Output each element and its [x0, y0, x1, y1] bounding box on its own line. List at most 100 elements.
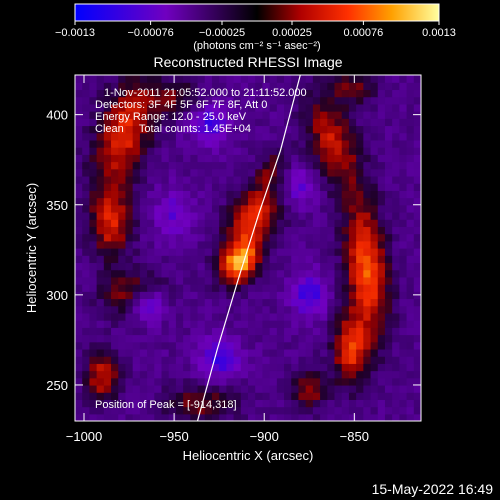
heatmap-cell: [356, 370, 364, 379]
heatmap-cell: [211, 413, 220, 421]
heatmap-cell: [168, 75, 177, 83]
heatmap-cell: [298, 103, 307, 112]
heatmap-cell: [96, 204, 105, 213]
heatmap-cell: [233, 284, 242, 292]
heatmap-cell: [183, 132, 191, 141]
heatmap-cell: [305, 226, 314, 235]
heatmap-cell: [233, 161, 242, 170]
heatmap-cell: [341, 269, 350, 278]
heatmap-cell: [327, 211, 336, 220]
heatmap-cell: [370, 190, 379, 199]
heatmap-cell: [248, 132, 256, 141]
heatmap-cell: [377, 132, 386, 141]
heatmap-cell: [190, 255, 199, 264]
heatmap-cell: [147, 255, 155, 264]
heatmap-cell: [255, 269, 264, 278]
heatmap-cell: [334, 111, 343, 119]
heatmap-cell: [82, 204, 91, 213]
heatmap-cell: [204, 226, 213, 235]
heatmap-cell: [219, 240, 227, 249]
heatmap-cell: [406, 204, 415, 213]
y-tick-label: 250: [46, 378, 68, 393]
heatmap-cell: [312, 327, 321, 336]
heatmap-cell: [175, 392, 184, 400]
heatmap-cell: [118, 356, 127, 364]
heatmap-cell: [377, 111, 386, 119]
heatmap-cell: [154, 305, 163, 314]
heatmap-cell: [334, 132, 343, 141]
heatmap-cell: [125, 305, 134, 314]
heatmap-cell: [118, 82, 127, 91]
heatmap-cell: [276, 312, 285, 321]
heatmap-cell: [341, 356, 350, 364]
heatmap-cell: [233, 348, 242, 357]
heatmap-cell: [240, 312, 249, 321]
heatmap-cell: [327, 139, 336, 148]
heatmap-cell: [392, 204, 400, 213]
heatmap-cell: [327, 226, 336, 235]
heatmap-cell: [269, 284, 278, 292]
heatmap-cell: [377, 356, 386, 364]
heatmap-cell: [291, 291, 300, 300]
heatmap-cell: [147, 248, 155, 256]
heatmap-cell: [413, 219, 421, 227]
heatmap-cell: [276, 327, 285, 336]
heatmap-cell: [413, 190, 421, 199]
heatmap-cell: [89, 284, 98, 292]
heatmap-cell: [147, 312, 155, 321]
heatmap-cell: [82, 154, 91, 163]
heatmap-cell: [219, 334, 227, 343]
heatmap-cell: [356, 269, 364, 278]
heatmap-cell: [147, 363, 155, 372]
heatmap-cell: [125, 111, 134, 119]
heatmap-cell: [154, 413, 163, 421]
heatmap-cell: [276, 161, 285, 170]
heatmap-cell: [240, 334, 249, 343]
heatmap-cell: [240, 248, 249, 256]
heatmap-cell: [298, 190, 307, 199]
heatmap-cell: [211, 219, 220, 227]
heatmap-cell: [363, 370, 372, 379]
heatmap-cell: [248, 82, 256, 91]
heatmap-cell: [370, 204, 379, 213]
heatmap-cell: [111, 125, 119, 134]
heatmap-cell: [262, 75, 271, 83]
colorbar-unit-label: (photons cm⁻² s⁻¹ asec⁻²): [193, 40, 320, 52]
heatmap-cell: [183, 226, 191, 235]
heatmap-cell: [175, 334, 184, 343]
heatmap-cell: [255, 204, 264, 213]
heatmap-cell: [370, 284, 379, 292]
heatmap-cell: [240, 211, 249, 220]
heatmap-cell: [233, 96, 242, 105]
heatmap-cell: [370, 154, 379, 163]
heatmap-cell: [305, 291, 314, 300]
heatmap-cell: [255, 262, 264, 271]
heatmap-cell: [197, 147, 206, 155]
heatmap-cell: [139, 82, 148, 91]
heatmap-cell: [82, 197, 91, 206]
heatmap-cell: [139, 197, 148, 206]
heatmap-cell: [377, 262, 386, 271]
heatmap-cell: [82, 392, 91, 400]
heatmap-cell: [147, 132, 155, 141]
heatmap-cell: [312, 334, 321, 343]
heatmap-cell: [377, 377, 386, 386]
heatmap-cell: [168, 312, 177, 321]
heatmap-cell: [139, 248, 148, 256]
heatmap-cell: [305, 399, 314, 408]
heatmap-cell: [291, 298, 300, 307]
heatmap-cell: [363, 384, 372, 393]
heatmap-cell: [111, 211, 119, 220]
heatmap-cell: [118, 399, 127, 408]
heatmap-cell: [147, 154, 155, 163]
heatmap-cell: [248, 89, 256, 98]
heatmap-cell: [305, 327, 314, 336]
heatmap-cell: [413, 248, 421, 256]
heatmap-cell: [154, 334, 163, 343]
heatmap-cell: [175, 320, 184, 328]
heatmap-cell: [284, 147, 292, 155]
heatmap-cell: [175, 89, 184, 98]
heatmap-cell: [291, 384, 300, 393]
heatmap-cell: [269, 82, 278, 91]
heatmap-cell: [89, 233, 98, 242]
